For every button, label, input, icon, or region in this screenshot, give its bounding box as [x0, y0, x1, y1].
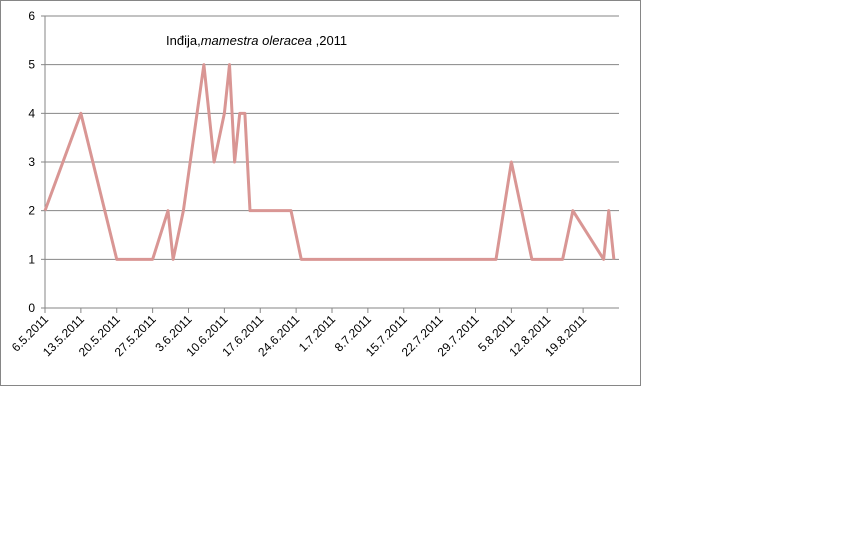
y-tick-label: 0: [28, 301, 35, 315]
y-tick-label: 6: [28, 9, 35, 23]
y-tick-label: 3: [28, 155, 35, 169]
chart-title: Inđija,mamestra oleracea ,2011: [166, 33, 347, 48]
y-tick-label: 1: [28, 252, 35, 266]
title-part: Inđija,: [166, 33, 201, 48]
y-tick-label: 5: [28, 58, 35, 72]
y-tick-label: 4: [28, 106, 35, 120]
title-part: ,2011: [312, 33, 347, 48]
data-line: [43, 63, 616, 261]
title-part: mamestra oleracea: [201, 33, 312, 48]
y-tick-label: 2: [28, 204, 35, 218]
